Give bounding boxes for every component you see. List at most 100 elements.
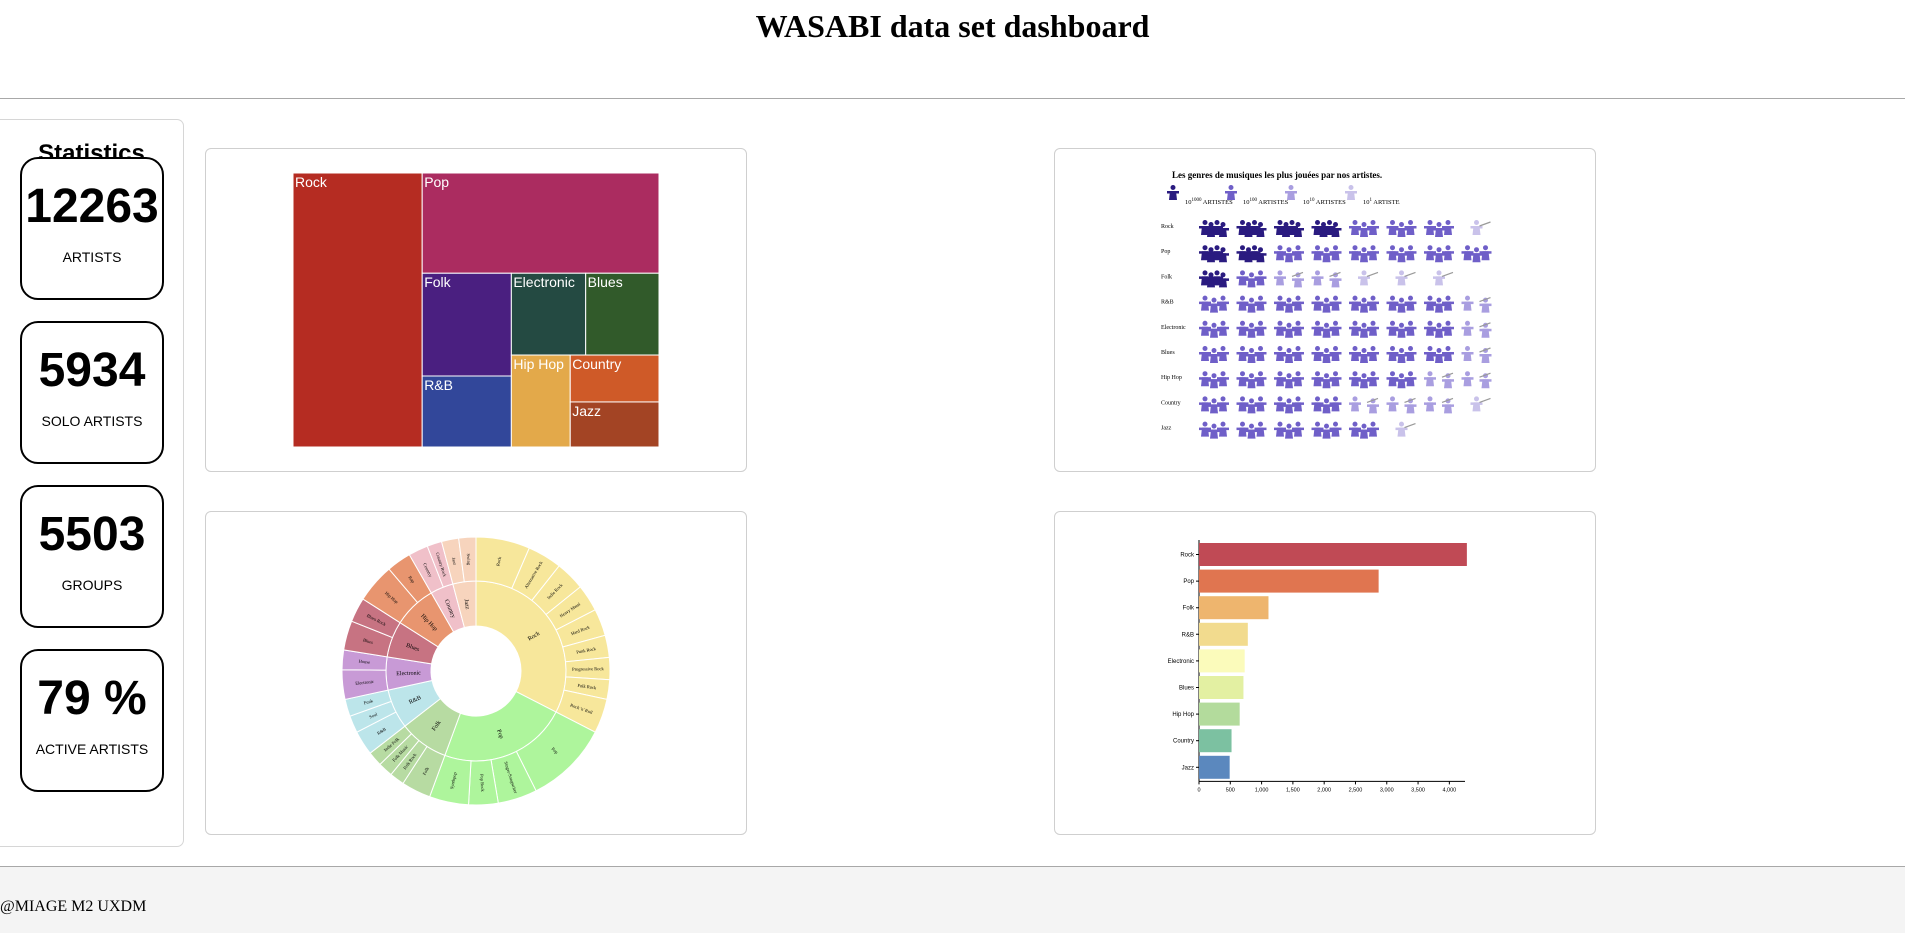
- artist-group-icon: [1349, 421, 1379, 439]
- person-icon: [1225, 185, 1237, 200]
- person-icon: [1367, 295, 1379, 311]
- person-icon: [1386, 220, 1399, 235]
- sunburst-outer-segment: Swing: [458, 536, 477, 583]
- artist-group-icon: [1424, 295, 1454, 313]
- person-icon: [1274, 371, 1286, 387]
- sunburst-label: Jazz: [451, 557, 457, 566]
- artist-group-icon: [1470, 396, 1491, 412]
- artist-group-icon: [1199, 421, 1229, 439]
- person-icon: [1254, 295, 1267, 311]
- bar-rect: [1199, 649, 1245, 673]
- artist-group-icon: [1311, 421, 1342, 439]
- person-icon: [1386, 295, 1399, 311]
- legend-label: 10100 ARTISTES: [1243, 198, 1289, 206]
- person-icon: [1367, 421, 1379, 437]
- x-tick-label: 500: [1226, 787, 1235, 793]
- bar-category-label: Blues: [1179, 686, 1194, 692]
- artist-group-icon: [1424, 371, 1454, 389]
- pictogram-category-label: Country: [1161, 400, 1181, 406]
- sunburst-outer-segment: Progressive Rock: [564, 656, 611, 681]
- person-icon: [1217, 272, 1229, 288]
- x-tick-label: 4,000: [1442, 787, 1456, 793]
- person-icon: [1404, 346, 1417, 361]
- sunburst-label: Soul: [368, 711, 378, 719]
- treemap-cell: Rock: [292, 172, 423, 448]
- sunburst-label: R&B: [408, 695, 422, 706]
- person-icon: [1199, 346, 1211, 361]
- person-icon: [1236, 346, 1249, 361]
- person-icon: [1349, 320, 1361, 336]
- artist-group-icon: [1236, 220, 1267, 237]
- person-icon: [1245, 348, 1258, 363]
- artist-group-icon: [1199, 371, 1229, 389]
- treemap-cell: Blues: [585, 272, 660, 356]
- bar-chart: Rock Pop Folk R&B Electronic Blues Hip Hop Coun…: [1168, 540, 1467, 793]
- artist-group-icon: [1199, 346, 1229, 363]
- person-icon: [1358, 423, 1370, 439]
- person-icon: [1236, 396, 1249, 412]
- stat-value: 5934: [38, 344, 146, 397]
- sunburst-label: Blues: [362, 637, 373, 645]
- page-footer: @MIAGE M2 UXDM: [0, 866, 1905, 933]
- artist-group-icon: [1395, 270, 1416, 286]
- person-icon: [1274, 421, 1286, 437]
- person-icon: [1236, 295, 1249, 311]
- stat-card-active-artists: 79 % ACTIVE ARTISTS: [20, 649, 164, 792]
- artist-group-icon: [1236, 346, 1267, 363]
- person-icon: [1217, 247, 1229, 263]
- stat-value: 5503: [38, 508, 146, 561]
- sunburst-label: Swing: [466, 553, 472, 566]
- artist-group-icon: [1386, 320, 1417, 338]
- person-icon: [1349, 371, 1361, 387]
- artist-group-icon: [1349, 396, 1379, 414]
- person-icon: [1274, 270, 1286, 286]
- person-icon: [1461, 320, 1474, 336]
- artist-group-icon: [1349, 320, 1379, 338]
- bar-category-label: Rock: [1180, 553, 1195, 559]
- sunburst-label: R&B: [376, 726, 387, 735]
- person-icon: [1236, 245, 1249, 261]
- person-icon: [1470, 220, 1483, 235]
- person-icon: [1349, 346, 1361, 361]
- person-icon: [1424, 346, 1436, 361]
- person-icon: [1329, 421, 1342, 437]
- person-icon: [1254, 346, 1267, 361]
- person-icon: [1329, 272, 1342, 288]
- sunburst-label: Folk Rock: [577, 683, 597, 691]
- treemap-cell-rect: [292, 172, 423, 448]
- person-icon: [1329, 245, 1342, 261]
- person-icon: [1217, 222, 1229, 237]
- artist-group-icon: [1349, 295, 1379, 313]
- person-icon: [1242, 222, 1255, 237]
- treemap-cell-label: R&B: [424, 377, 453, 393]
- treemap-cell-rect: [421, 172, 660, 274]
- person-icon: [1245, 373, 1258, 389]
- person-icon: [1367, 220, 1379, 235]
- stat-card-artists: 12263 ARTISTS: [20, 157, 164, 300]
- person-icon: [1320, 373, 1333, 389]
- person-icon: [1254, 371, 1267, 387]
- person-icon: [1349, 220, 1361, 235]
- bar-category-label: R&B: [1182, 632, 1194, 638]
- sunburst-outer-segment: Country Rock: [426, 540, 454, 588]
- artist-group-icon: [1274, 295, 1304, 313]
- person-icon: [1292, 245, 1304, 261]
- artist-group-icon: [1386, 346, 1417, 363]
- person-icon: [1395, 348, 1408, 363]
- legend-label: 101 ARTISTE: [1363, 198, 1400, 206]
- legend-entry: 101000 ARTISTES: [1167, 185, 1233, 206]
- artist-group-icon: [1236, 270, 1267, 288]
- sunburst-label: Rock: [527, 631, 541, 643]
- bar-rect: [1199, 676, 1244, 699]
- person-icon: [1245, 297, 1258, 313]
- person-icon: [1274, 245, 1286, 261]
- person-icon: [1395, 270, 1408, 286]
- stat-value: 79 %: [37, 672, 147, 725]
- person-icon: [1367, 346, 1379, 361]
- pictogram-category-label: Pop: [1161, 249, 1170, 255]
- person-icon: [1285, 185, 1297, 200]
- artist-group-icon: [1236, 396, 1267, 414]
- person-icon: [1329, 371, 1342, 387]
- person-icon: [1433, 322, 1445, 338]
- person-icon: [1358, 222, 1370, 237]
